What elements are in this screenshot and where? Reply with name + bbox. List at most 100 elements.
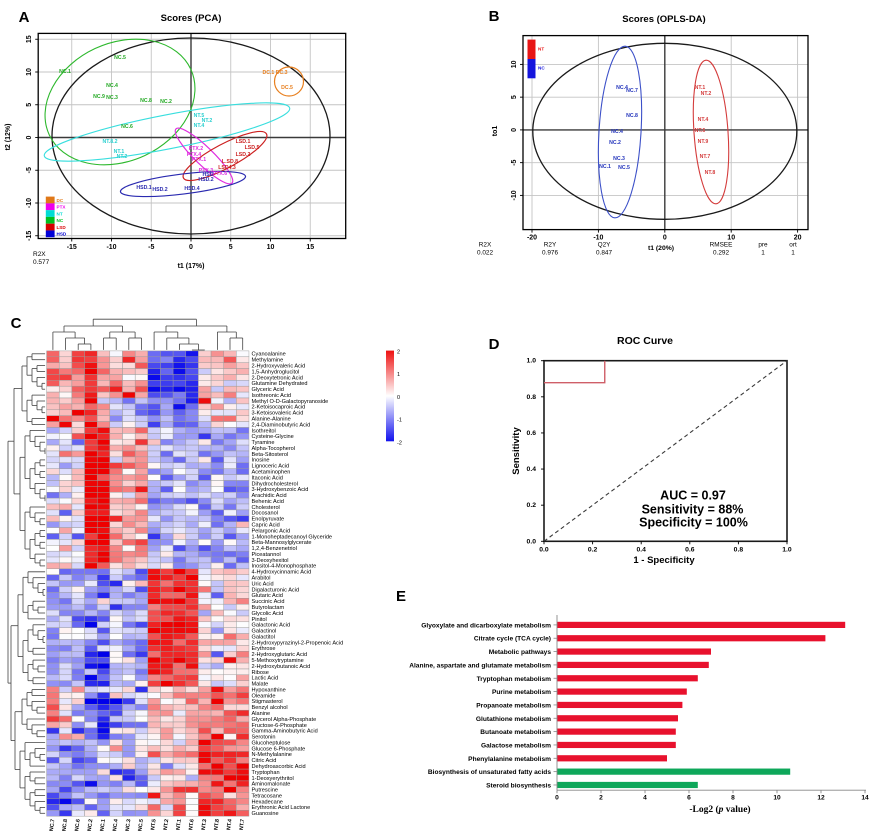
svg-text:Galactose metabolism: Galactose metabolism [481, 742, 551, 749]
svg-text:0: 0 [26, 135, 33, 139]
svg-text:pre: pre [758, 242, 768, 249]
svg-text:0.847: 0.847 [596, 250, 612, 257]
svg-text:Glutathione metabolism: Glutathione metabolism [476, 716, 551, 723]
svg-text:Biosynthesis of unsaturated fa: Biosynthesis of unsaturated fatty acids [428, 769, 551, 776]
svg-text:2-Deoxytetronic Acid: 2-Deoxytetronic Acid [252, 375, 303, 381]
svg-text:-10: -10 [593, 235, 603, 242]
svg-text:Guanosine: Guanosine [252, 811, 279, 817]
svg-text:1: 1 [397, 372, 400, 378]
svg-text:NC.6: NC.6 [121, 124, 133, 130]
svg-text:NC: NC [57, 218, 64, 223]
svg-text:Dihydrocholesterol: Dihydrocholesterol [252, 481, 298, 487]
svg-text:NC.7: NC.7 [626, 88, 638, 94]
svg-text:Succinic Acid: Succinic Acid [252, 599, 285, 605]
svg-text:0.6: 0.6 [527, 430, 537, 437]
svg-text:Benzyl alcohol: Benzyl alcohol [252, 705, 288, 711]
svg-text:Enolpyruvate: Enolpyruvate [252, 517, 285, 523]
svg-text:E: E [396, 588, 406, 605]
svg-text:Glycolic Acid: Glycolic Acid [252, 611, 284, 617]
svg-text:-10: -10 [106, 244, 116, 251]
svg-text:Digalacturonic Acid: Digalacturonic Acid [252, 587, 300, 593]
svg-text:Galactitol: Galactitol [252, 634, 275, 640]
svg-text:NC.5: NC.5 [138, 819, 145, 832]
svg-text:NC.4: NC.4 [611, 129, 623, 135]
svg-text:Glutamine Dehydrated: Glutamine Dehydrated [252, 381, 308, 387]
svg-text:4-Hydroxycinnamic Acid: 4-Hydroxycinnamic Acid [252, 570, 312, 576]
svg-text:RMSEE: RMSEE [710, 242, 733, 249]
svg-text:-1: -1 [397, 418, 402, 424]
svg-text:0.0: 0.0 [527, 538, 537, 545]
svg-text:1: 1 [761, 250, 765, 257]
svg-text:Pelargonic Acid: Pelargonic Acid [252, 528, 291, 534]
svg-text:NT.4: NT.4 [194, 123, 205, 129]
svg-text:1 - Specificity: 1 - Specificity [633, 555, 695, 566]
svg-text:t2 (12%): t2 (12%) [5, 124, 12, 151]
svg-text:NC.2: NC.2 [160, 99, 172, 105]
svg-text:2: 2 [397, 350, 400, 356]
svg-text:NC.3: NC.3 [125, 819, 132, 832]
svg-text:10: 10 [511, 60, 518, 68]
svg-text:Scores (OPLS-DA): Scores (OPLS-DA) [622, 14, 705, 25]
svg-text:-5: -5 [26, 167, 33, 173]
svg-text:NT.7: NT.7 [239, 819, 246, 831]
svg-text:Glutaric Acid: Glutaric Acid [252, 593, 283, 599]
svg-text:10: 10 [773, 795, 781, 802]
svg-text:2-Hydroxypyrazinyl-2-Propenoic: 2-Hydroxypyrazinyl-2-Propenoic Acid [252, 640, 344, 646]
svg-text:NT.1: NT.1 [176, 819, 183, 831]
svg-text:Galactinol: Galactinol [252, 629, 277, 635]
svg-text:NC.4: NC.4 [106, 83, 118, 89]
svg-text:ort: ort [789, 242, 797, 249]
svg-text:Gamma-Aminobutyric Acid: Gamma-Aminobutyric Acid [252, 729, 318, 735]
svg-text:2-Ketoisocaproic Acid: 2-Ketoisocaproic Acid [252, 405, 306, 411]
svg-text:-5: -5 [511, 159, 518, 165]
svg-text:PTX.3: PTX.3 [199, 168, 214, 174]
svg-text:-5: -5 [148, 244, 154, 251]
svg-text:1,5-Anhydroglucitol: 1,5-Anhydroglucitol [252, 369, 300, 375]
svg-text:NT.1: NT.1 [695, 85, 706, 91]
svg-text:Inosine: Inosine [252, 458, 270, 464]
svg-text:Piceatannol: Piceatannol [252, 552, 281, 558]
svg-text:20: 20 [794, 235, 802, 242]
svg-text:-15: -15 [26, 231, 33, 241]
svg-text:Alanine: Alanine [252, 711, 271, 717]
svg-text:Scores (PCA): Scores (PCA) [161, 13, 222, 24]
svg-text:Glyoxylate and dicarboxylate m: Glyoxylate and dicarboxylate metabolism [421, 622, 551, 629]
svg-text:Erythronic Acid Lactone: Erythronic Acid Lactone [252, 805, 311, 811]
svg-text:Capric Acid: Capric Acid [252, 523, 280, 529]
svg-text:Glucose 6-Phosphate: Glucose 6-Phosphate [252, 746, 306, 752]
svg-text:B: B [489, 8, 500, 25]
svg-text:DC.5: DC.5 [281, 85, 293, 91]
svg-text:Phenylalanine metabolism: Phenylalanine metabolism [468, 756, 551, 763]
svg-text:HSD.2: HSD.2 [152, 187, 167, 193]
svg-text:NC.7: NC.7 [49, 819, 56, 832]
svg-text:NC: NC [538, 66, 545, 71]
svg-text:10: 10 [26, 68, 33, 76]
svg-text:C: C [11, 315, 22, 332]
svg-text:Methyl O-D-Galactopyranoside: Methyl O-D-Galactopyranoside [252, 399, 329, 405]
svg-text:NT: NT [538, 47, 544, 52]
svg-text:Citrate cycle (TCA cycle): Citrate cycle (TCA cycle) [474, 636, 551, 643]
svg-text:HSD: HSD [203, 172, 214, 178]
svg-text:Aminomalonate: Aminomalonate [252, 782, 291, 788]
svg-text:Putrescine: Putrescine [252, 788, 278, 794]
svg-text:HSD.1: HSD.1 [136, 185, 151, 191]
svg-text:5: 5 [229, 244, 233, 251]
svg-text:Propanoate metabolism: Propanoate metabolism [476, 702, 551, 709]
svg-text:Malate: Malate [252, 682, 269, 688]
svg-text:1.0: 1.0 [527, 358, 537, 365]
svg-text:0.976: 0.976 [542, 250, 558, 257]
svg-text:0: 0 [397, 395, 400, 401]
svg-text:Serotonin: Serotonin [252, 735, 276, 741]
svg-text:NT.1: NT.1 [114, 149, 125, 155]
svg-text:Pinitol: Pinitol [252, 617, 267, 623]
svg-text:5-Methoxytryptamine: 5-Methoxytryptamine [252, 658, 304, 664]
svg-text:NT.5: NT.5 [150, 819, 157, 831]
svg-text:NC.9: NC.9 [93, 94, 105, 100]
svg-text:Lignoceric Acid: Lignoceric Acid [252, 464, 290, 470]
svg-text:Galactonic Acid: Galactonic Acid [252, 623, 291, 629]
svg-text:0.2: 0.2 [588, 547, 598, 554]
svg-text:0.292: 0.292 [713, 250, 729, 257]
svg-text:LSD: LSD [57, 225, 67, 230]
svg-text:HSD.2: HSD.2 [198, 177, 213, 183]
svg-text:-10: -10 [26, 198, 33, 208]
